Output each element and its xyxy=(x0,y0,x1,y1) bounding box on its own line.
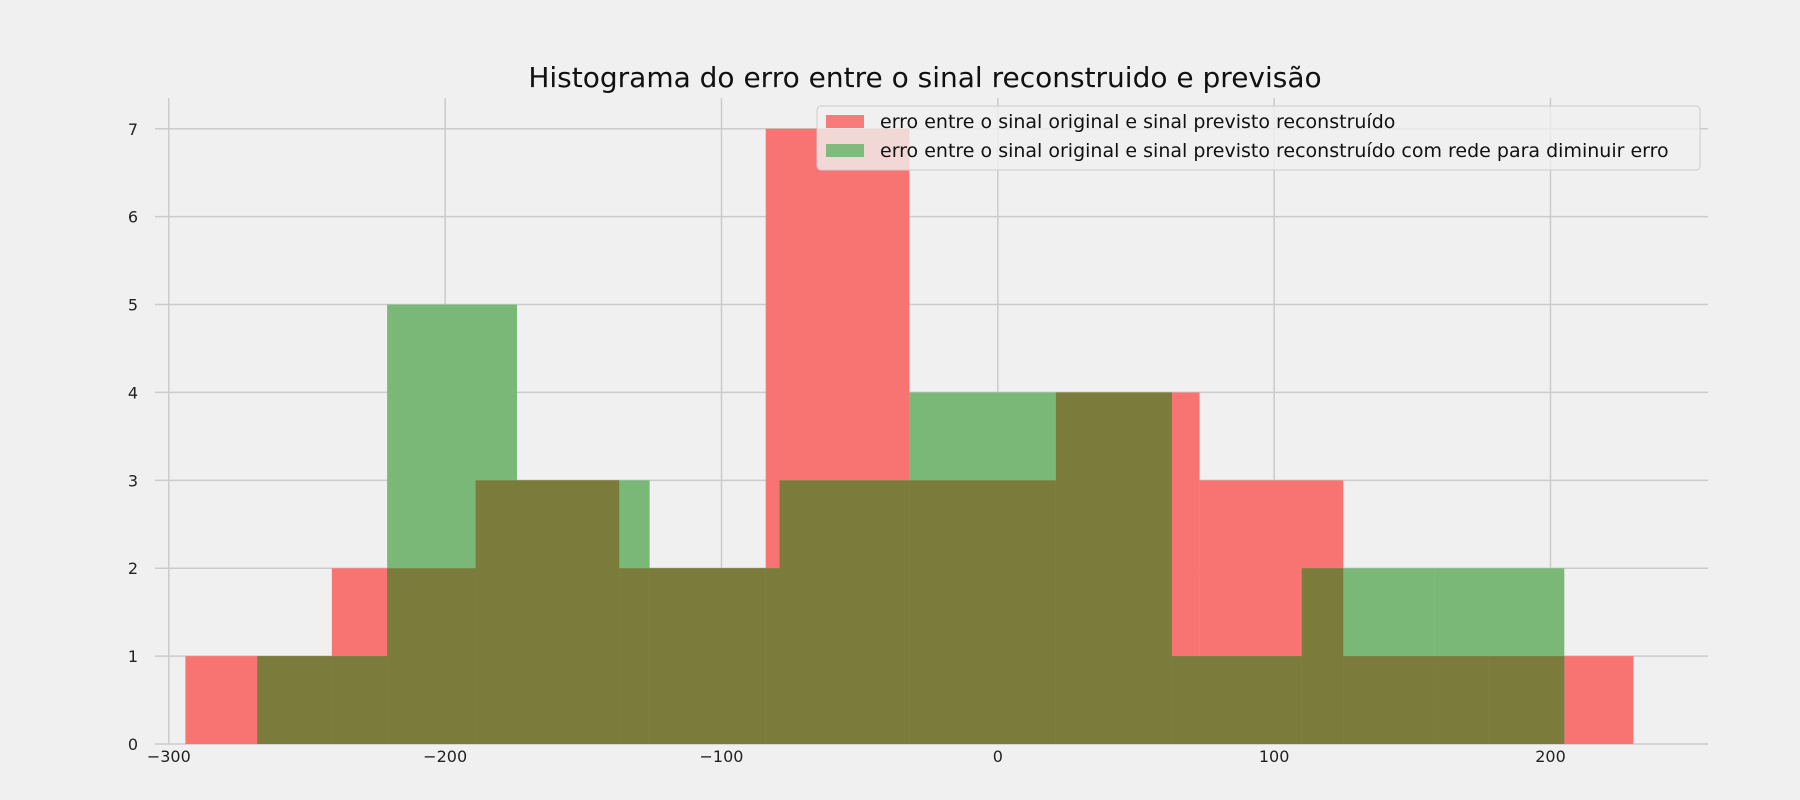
bar-overlap xyxy=(1199,656,1302,744)
x-tick-label: 200 xyxy=(1535,747,1566,766)
x-tick-label: −300 xyxy=(147,747,191,766)
y-tick-label: 7 xyxy=(128,120,138,139)
y-tick-label: 6 xyxy=(128,208,138,227)
legend-swatch-green xyxy=(826,144,864,157)
bar-overlap xyxy=(1343,656,1435,744)
legend-swatch-red xyxy=(826,115,864,128)
bar-overlap xyxy=(619,568,650,744)
bar-overlap xyxy=(1301,568,1344,744)
bar-overlap xyxy=(779,480,910,744)
bar-overlap xyxy=(1434,656,1490,744)
chart-title: Histograma do erro entre o sinal reconst… xyxy=(528,61,1321,94)
x-tick-label: 100 xyxy=(1259,747,1290,766)
axis-tick-labels: −300 −200 −100 0 100 200 0 1 2 3 4 5 6 7 xyxy=(128,120,1566,766)
legend: erro entre o sinal original e sinal prev… xyxy=(816,105,1701,171)
legend-box xyxy=(816,105,1701,171)
x-tick-label: −100 xyxy=(700,747,744,766)
bar-overlap xyxy=(331,656,388,744)
bar-overlap xyxy=(387,568,476,744)
bar-overlap xyxy=(1055,392,1172,744)
bar-overlap xyxy=(475,480,517,744)
y-tick-label: 1 xyxy=(128,647,138,666)
x-tick-label: 0 xyxy=(993,747,1003,766)
bar-overlap xyxy=(909,480,1056,744)
x-tick-label: −200 xyxy=(423,747,467,766)
histogram-bars xyxy=(185,128,1634,744)
y-tick-label: 4 xyxy=(128,383,138,402)
y-tick-label: 2 xyxy=(128,559,138,578)
y-tick-label: 0 xyxy=(128,735,138,754)
bar-overlap xyxy=(765,568,780,744)
bar-overlap xyxy=(516,480,620,744)
bar-overlap xyxy=(1171,656,1200,744)
y-tick-label: 3 xyxy=(128,471,138,490)
bar-overlap xyxy=(649,568,766,744)
legend-label-series-1: erro entre o sinal original e sinal prev… xyxy=(880,111,1395,133)
y-tick-label: 5 xyxy=(128,296,138,315)
bar-overlap xyxy=(1489,656,1565,744)
bar-overlap xyxy=(257,656,332,744)
legend-label-series-2: erro entre o sinal original e sinal prev… xyxy=(880,140,1669,162)
